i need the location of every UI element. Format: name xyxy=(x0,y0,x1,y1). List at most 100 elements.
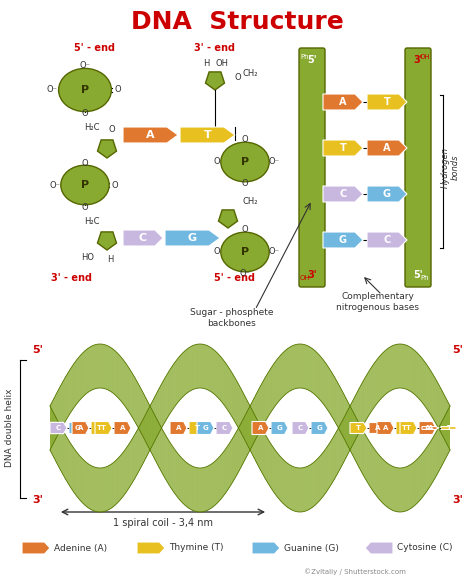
Text: C: C xyxy=(298,425,303,431)
Polygon shape xyxy=(367,140,407,156)
Polygon shape xyxy=(316,351,317,396)
Polygon shape xyxy=(260,426,261,471)
Polygon shape xyxy=(143,419,144,464)
Polygon shape xyxy=(159,423,160,468)
Polygon shape xyxy=(364,379,365,424)
Polygon shape xyxy=(379,455,380,500)
Polygon shape xyxy=(415,461,416,505)
Polygon shape xyxy=(300,468,301,512)
Polygon shape xyxy=(301,468,302,512)
Polygon shape xyxy=(321,454,322,499)
Polygon shape xyxy=(375,361,376,406)
Polygon shape xyxy=(206,72,225,90)
Polygon shape xyxy=(311,422,328,434)
Polygon shape xyxy=(416,351,417,396)
Polygon shape xyxy=(221,357,222,402)
Polygon shape xyxy=(408,346,409,390)
Polygon shape xyxy=(181,354,182,399)
Polygon shape xyxy=(289,347,290,392)
Polygon shape xyxy=(335,378,336,423)
Polygon shape xyxy=(157,420,158,466)
Polygon shape xyxy=(444,416,445,462)
Text: A: A xyxy=(78,425,83,431)
Polygon shape xyxy=(325,449,326,494)
Polygon shape xyxy=(22,542,50,554)
Polygon shape xyxy=(372,365,373,411)
Polygon shape xyxy=(436,432,437,476)
Polygon shape xyxy=(205,345,206,389)
Polygon shape xyxy=(196,467,197,512)
Polygon shape xyxy=(64,377,65,422)
Polygon shape xyxy=(378,454,379,498)
Polygon shape xyxy=(271,367,272,412)
Text: Guanine (G): Guanine (G) xyxy=(284,543,339,553)
Polygon shape xyxy=(132,438,133,483)
Polygon shape xyxy=(62,429,63,474)
Polygon shape xyxy=(435,378,436,423)
Polygon shape xyxy=(398,344,399,388)
Polygon shape xyxy=(118,458,119,502)
Polygon shape xyxy=(131,372,132,417)
Polygon shape xyxy=(359,387,360,432)
Polygon shape xyxy=(54,414,55,459)
Polygon shape xyxy=(71,444,72,488)
Polygon shape xyxy=(82,458,83,503)
Polygon shape xyxy=(69,441,70,487)
Polygon shape xyxy=(232,437,233,483)
Polygon shape xyxy=(172,446,173,491)
Text: O: O xyxy=(242,179,248,188)
Polygon shape xyxy=(415,351,416,396)
Polygon shape xyxy=(240,387,241,433)
Text: T: T xyxy=(340,143,346,153)
Text: Adenine (A): Adenine (A) xyxy=(54,543,107,553)
Polygon shape xyxy=(173,363,174,408)
Polygon shape xyxy=(349,407,350,452)
Polygon shape xyxy=(186,462,187,507)
Polygon shape xyxy=(198,344,199,388)
Text: Complementary
nitrogenous bases: Complementary nitrogenous bases xyxy=(337,292,419,311)
Polygon shape xyxy=(395,467,396,512)
Polygon shape xyxy=(421,357,422,402)
Polygon shape xyxy=(234,376,235,422)
Polygon shape xyxy=(135,378,136,423)
Polygon shape xyxy=(109,347,110,391)
Polygon shape xyxy=(140,423,141,469)
Polygon shape xyxy=(236,379,237,424)
Text: G: G xyxy=(188,233,197,243)
Polygon shape xyxy=(200,344,201,388)
Polygon shape xyxy=(384,350,385,395)
Text: Thymine (T): Thymine (T) xyxy=(169,543,224,553)
Polygon shape xyxy=(327,365,328,410)
Polygon shape xyxy=(148,408,149,454)
Polygon shape xyxy=(442,420,443,465)
Polygon shape xyxy=(244,395,245,440)
Polygon shape xyxy=(176,360,177,404)
Polygon shape xyxy=(165,230,220,246)
Polygon shape xyxy=(257,419,258,465)
Polygon shape xyxy=(385,350,386,394)
Polygon shape xyxy=(142,391,143,436)
Polygon shape xyxy=(255,417,256,462)
Polygon shape xyxy=(392,466,393,510)
Polygon shape xyxy=(233,437,234,481)
Polygon shape xyxy=(89,464,90,509)
Polygon shape xyxy=(80,456,81,501)
Polygon shape xyxy=(114,350,115,394)
Polygon shape xyxy=(342,390,343,436)
Polygon shape xyxy=(387,349,388,393)
Polygon shape xyxy=(127,365,128,409)
Polygon shape xyxy=(180,127,235,143)
Polygon shape xyxy=(392,346,393,390)
Text: O: O xyxy=(235,74,241,82)
Polygon shape xyxy=(67,373,68,418)
Polygon shape xyxy=(314,461,315,506)
Polygon shape xyxy=(147,409,148,455)
Polygon shape xyxy=(72,445,73,491)
Text: O⁻: O⁻ xyxy=(49,180,61,190)
Polygon shape xyxy=(74,448,75,494)
Polygon shape xyxy=(352,409,353,455)
Text: A: A xyxy=(176,425,181,431)
Polygon shape xyxy=(347,410,348,455)
Polygon shape xyxy=(211,348,212,393)
Polygon shape xyxy=(425,362,426,408)
